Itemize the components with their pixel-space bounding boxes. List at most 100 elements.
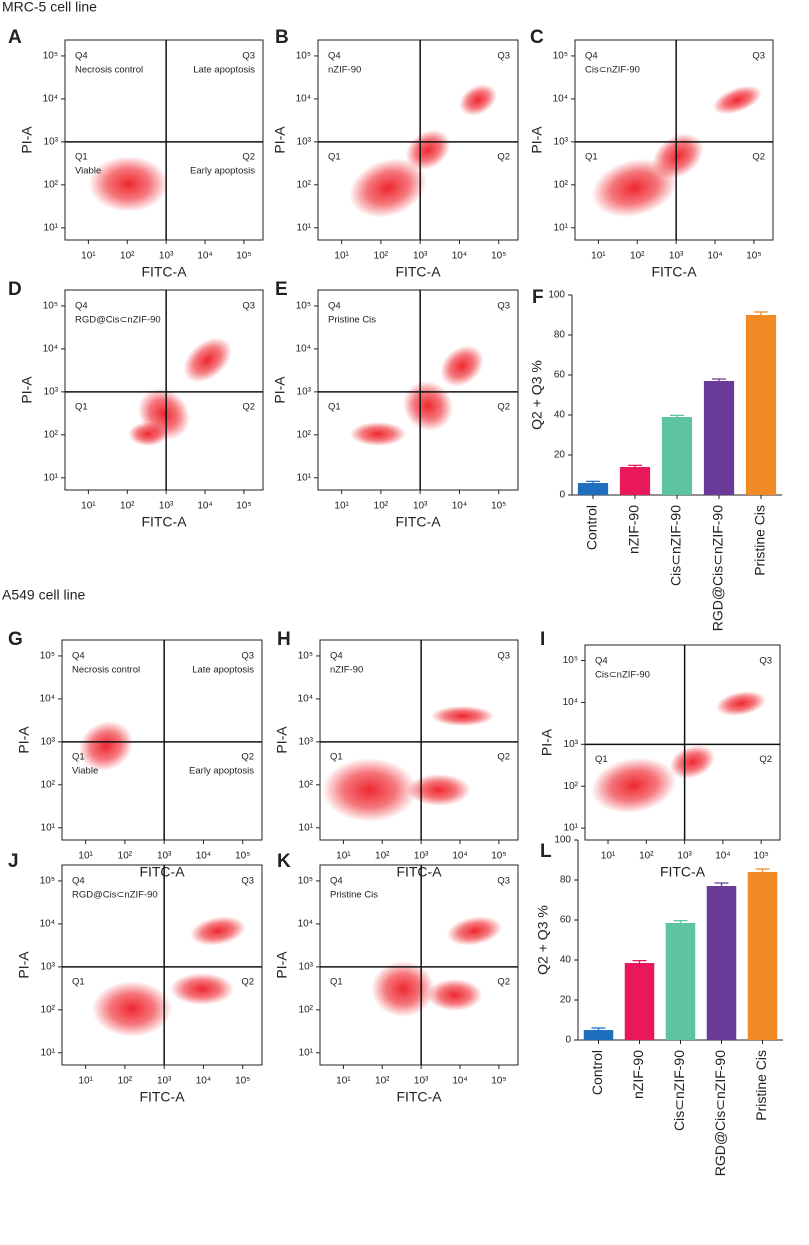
panel-letter: A (8, 27, 22, 48)
x-axis-label: FITC-A (141, 264, 187, 280)
quadrant-label: Q3 (242, 301, 255, 312)
error-bar (755, 868, 770, 872)
quadrant-label: Q1 (330, 976, 343, 987)
y-tick-label: 10³ (297, 137, 312, 148)
y-tick-label: 10⁵ (296, 51, 311, 62)
x-tick-label: 10⁵ (746, 251, 761, 262)
cell-cloud (405, 129, 451, 171)
x-tick-label: 10⁴ (452, 251, 467, 262)
plot-frame (64, 289, 264, 491)
quadrant-label: Q4 (328, 51, 341, 62)
quadrant-note: Necrosis control (75, 65, 143, 76)
error-bar (673, 919, 688, 923)
y-axis-label: PI-A (16, 951, 32, 979)
x-tick-label: 10³ (414, 851, 429, 862)
x-tick-label: 10² (375, 851, 390, 862)
y-tick-label: 100 (548, 290, 565, 301)
y-tick-label: 10¹ (41, 1047, 56, 1058)
quadrant-label: Q2 (497, 751, 510, 762)
plot-frame (319, 864, 519, 1066)
cell-cloud (426, 979, 483, 1011)
y-tick-label: 10³ (299, 962, 314, 973)
sample-label: Pristine Cis (330, 890, 378, 901)
x-axis-label: FITC-A (141, 514, 187, 530)
cell-cloud (78, 720, 134, 772)
y-tick-label: 10¹ (44, 472, 59, 483)
y-tick-label: 10² (41, 779, 56, 790)
quadrant-note: Late apoptosis (193, 65, 255, 76)
panel-letter: G (8, 629, 23, 650)
y-tick-label: 10¹ (41, 822, 56, 833)
y-tick-label: 10⁴ (553, 94, 568, 105)
x-tick-label: 10⁴ (196, 1076, 211, 1087)
x-tick-label: 10⁴ (715, 851, 730, 862)
plot-frame (61, 639, 263, 841)
x-tick-label: 10⁴ (196, 851, 211, 862)
quadrant-label: Q2 (242, 401, 255, 412)
bar (577, 483, 609, 495)
bar (706, 886, 737, 1040)
cell-cloud (591, 757, 677, 814)
error-bar (712, 378, 726, 381)
x-tick-label: 10¹ (81, 251, 96, 262)
cell-cloud (459, 84, 497, 116)
quadrant-label: Q2 (242, 151, 255, 162)
sample-label: nZIF-90 (328, 65, 361, 76)
section-title: MRC-5 cell line (2, 0, 97, 15)
x-tick-label: Cis⊂nZIF-90 (671, 1050, 687, 1131)
panel-letter: B (275, 27, 289, 48)
y-tick-label: 20 (560, 995, 572, 1006)
quadrant-label: Q1 (328, 151, 341, 162)
x-tick-label: 10¹ (78, 1076, 93, 1087)
y-tick-label: 10⁴ (40, 694, 55, 705)
y-axis-label: Q2 + Q3 % (535, 905, 551, 975)
x-tick-label: 10¹ (336, 1076, 351, 1087)
y-tick-label: 10¹ (299, 822, 314, 833)
error-bar (670, 414, 684, 417)
cell-cloud (350, 422, 406, 446)
quadrant-note: Necrosis control (72, 665, 140, 676)
y-axis-label: PI-A (539, 728, 555, 756)
y-tick-label: 10³ (41, 962, 56, 973)
x-tick-label: 10⁵ (491, 501, 506, 512)
y-tick-label: 10⁴ (43, 94, 58, 105)
cell-cloud (715, 691, 767, 716)
quadrant-note: Viable (75, 165, 101, 176)
cell-cloud (430, 706, 495, 726)
y-tick-label: 10² (44, 179, 59, 190)
y-tick-label: 10² (297, 179, 312, 190)
quadrant-label: Q4 (595, 656, 608, 667)
sample-label: nZIF-90 (330, 665, 363, 676)
x-tick-label: 10⁴ (452, 501, 467, 512)
cell-cloud (402, 380, 454, 432)
cell-cloud (669, 745, 715, 779)
cell-cloud (349, 158, 427, 218)
y-tick-label: 10⁴ (40, 919, 55, 930)
cell-cloud (440, 345, 484, 387)
x-tick-label: 10¹ (601, 851, 616, 862)
quadrant-label: Q3 (242, 51, 255, 62)
x-tick-label: 10³ (413, 501, 428, 512)
y-tick-label: 10² (41, 1004, 56, 1015)
cell-cloud (190, 916, 246, 946)
y-tick-label: 10² (564, 781, 579, 792)
y-tick-label: 40 (554, 410, 566, 421)
quadrant-label: Q3 (752, 51, 765, 62)
quadrant-label: Q3 (497, 51, 510, 62)
quadrant-label: Q3 (759, 656, 772, 667)
cell-cloud (591, 158, 678, 218)
quadrant-label: Q4 (585, 51, 598, 62)
y-tick-label: 10¹ (299, 1047, 314, 1058)
quadrant-label: Q2 (497, 151, 510, 162)
plot-frame (64, 39, 264, 241)
x-tick-label: 10² (120, 501, 135, 512)
x-tick-label: 10⁵ (235, 851, 250, 862)
quadrant-label: Q2 (241, 976, 254, 987)
x-tick-label: 10² (630, 251, 645, 262)
x-tick-label: 10⁵ (236, 251, 251, 262)
y-axis-label: PI-A (16, 726, 32, 754)
x-tick-label: 10⁴ (197, 251, 212, 262)
x-tick-label: 10¹ (334, 251, 349, 262)
panel-letter: C (530, 27, 544, 48)
